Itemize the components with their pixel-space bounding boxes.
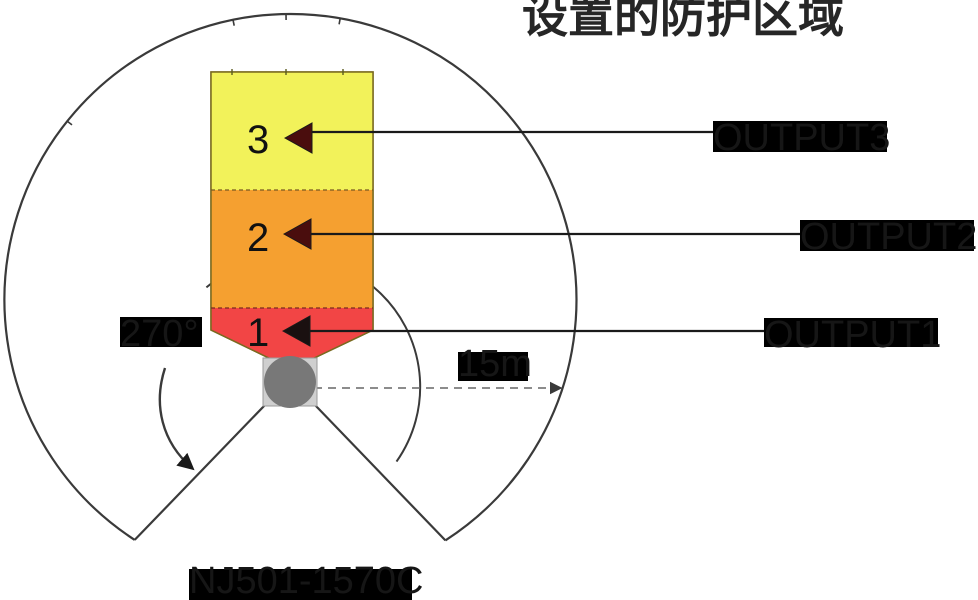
svg-text:2: 2 (247, 216, 269, 260)
svg-text:3: 3 (247, 118, 269, 162)
svg-text:1: 1 (247, 311, 269, 355)
